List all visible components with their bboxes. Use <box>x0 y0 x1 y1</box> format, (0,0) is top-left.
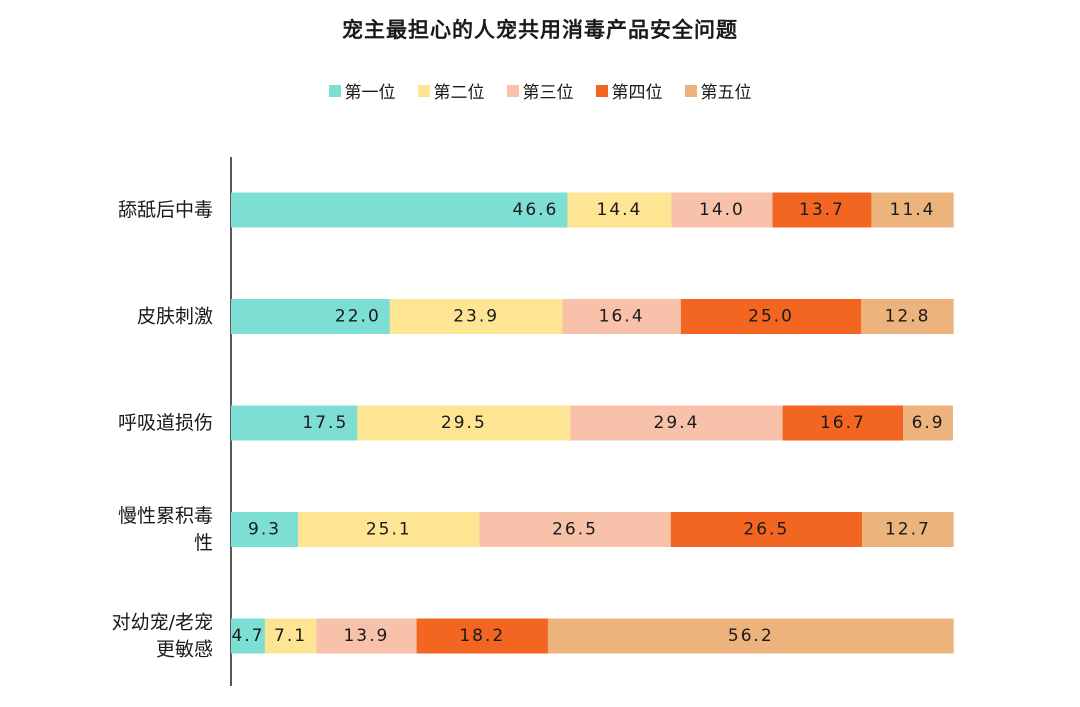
bar-segment <box>570 405 783 441</box>
bar-segment <box>298 512 480 547</box>
legend-item: 第五位 <box>684 78 752 103</box>
bar-segment <box>231 299 390 334</box>
data-label: 9.3 <box>248 520 281 540</box>
bar-segment <box>479 512 671 547</box>
bar-segment <box>389 299 563 334</box>
bar-segment <box>264 618 317 654</box>
category-label: 更敏感 <box>156 639 213 661</box>
bar-segment <box>567 192 672 228</box>
data-label: 26.5 <box>552 520 598 540</box>
legend-item: 第一位 <box>328 78 396 103</box>
bar-segment <box>316 618 417 654</box>
legend-swatch <box>506 84 519 97</box>
bar-segment <box>562 299 681 334</box>
legend-swatch <box>328 84 341 97</box>
bar-segment <box>231 405 358 441</box>
data-label: 13.9 <box>343 626 389 646</box>
data-label: 17.5 <box>302 413 348 433</box>
data-label: 46.6 <box>513 200 559 220</box>
category-label: 呼吸道损伤 <box>118 412 213 434</box>
data-label: 25.0 <box>748 307 794 327</box>
bar-segment <box>357 405 571 441</box>
data-label: 11.4 <box>890 200 936 220</box>
legend-label: 第五位 <box>700 83 752 103</box>
data-label: 6.9 <box>912 413 945 433</box>
data-label: 23.9 <box>453 307 499 327</box>
data-label: 12.7 <box>885 520 931 540</box>
legend-swatch <box>417 84 430 97</box>
legend: 第一位 第二位 第三位 第四位 第五位 <box>0 78 1080 103</box>
bar-segment <box>862 512 954 547</box>
data-label: 16.7 <box>820 413 866 433</box>
legend-item: 第四位 <box>595 78 663 103</box>
legend-item: 第二位 <box>417 78 485 103</box>
bar-segment <box>871 192 954 228</box>
data-label: 4.7 <box>231 626 264 646</box>
data-label: 12.8 <box>885 307 931 327</box>
bar-segment <box>231 192 568 228</box>
chart-title: 宠主最担心的人宠共用消毒产品安全问题 <box>342 18 738 42</box>
data-label: 7.1 <box>274 626 307 646</box>
bar-segment <box>903 405 953 441</box>
legend-label: 第四位 <box>611 83 663 103</box>
bar-segment <box>231 512 299 547</box>
legend-label: 第二位 <box>433 83 485 103</box>
category-label: 慢性累积毒 <box>118 505 213 527</box>
bar-segment <box>670 512 863 547</box>
bar-segment <box>772 192 872 228</box>
legend-swatch <box>684 84 697 97</box>
category-label: 对幼宠/老宠 <box>112 612 213 634</box>
category-label: 舔舐后中毒 <box>118 199 213 221</box>
bar-segment <box>231 618 265 654</box>
legend-item: 第三位 <box>506 78 574 103</box>
legend-label: 第一位 <box>344 83 396 103</box>
bar-segment <box>782 405 904 441</box>
data-label: 26.5 <box>743 520 789 540</box>
category-label: 性 <box>194 532 213 554</box>
data-label: 16.4 <box>599 307 645 327</box>
legend-swatch <box>595 84 608 97</box>
bar-segment <box>416 618 548 654</box>
data-label: 25.1 <box>366 520 412 540</box>
data-label: 56.2 <box>728 626 774 646</box>
bar-segment <box>861 299 954 334</box>
legend-label: 第三位 <box>522 83 574 103</box>
data-label: 22.0 <box>335 307 381 327</box>
data-label: 29.5 <box>441 413 487 433</box>
bar-segment <box>547 618 954 654</box>
data-label: 14.4 <box>597 200 643 220</box>
data-label: 14.0 <box>699 200 745 220</box>
data-label: 13.7 <box>799 200 845 220</box>
bar-segment <box>680 299 862 334</box>
category-label: 皮肤刺激 <box>137 306 213 328</box>
data-label: 18.2 <box>459 626 505 646</box>
bar-segment <box>671 192 773 228</box>
data-label: 29.4 <box>654 413 700 433</box>
